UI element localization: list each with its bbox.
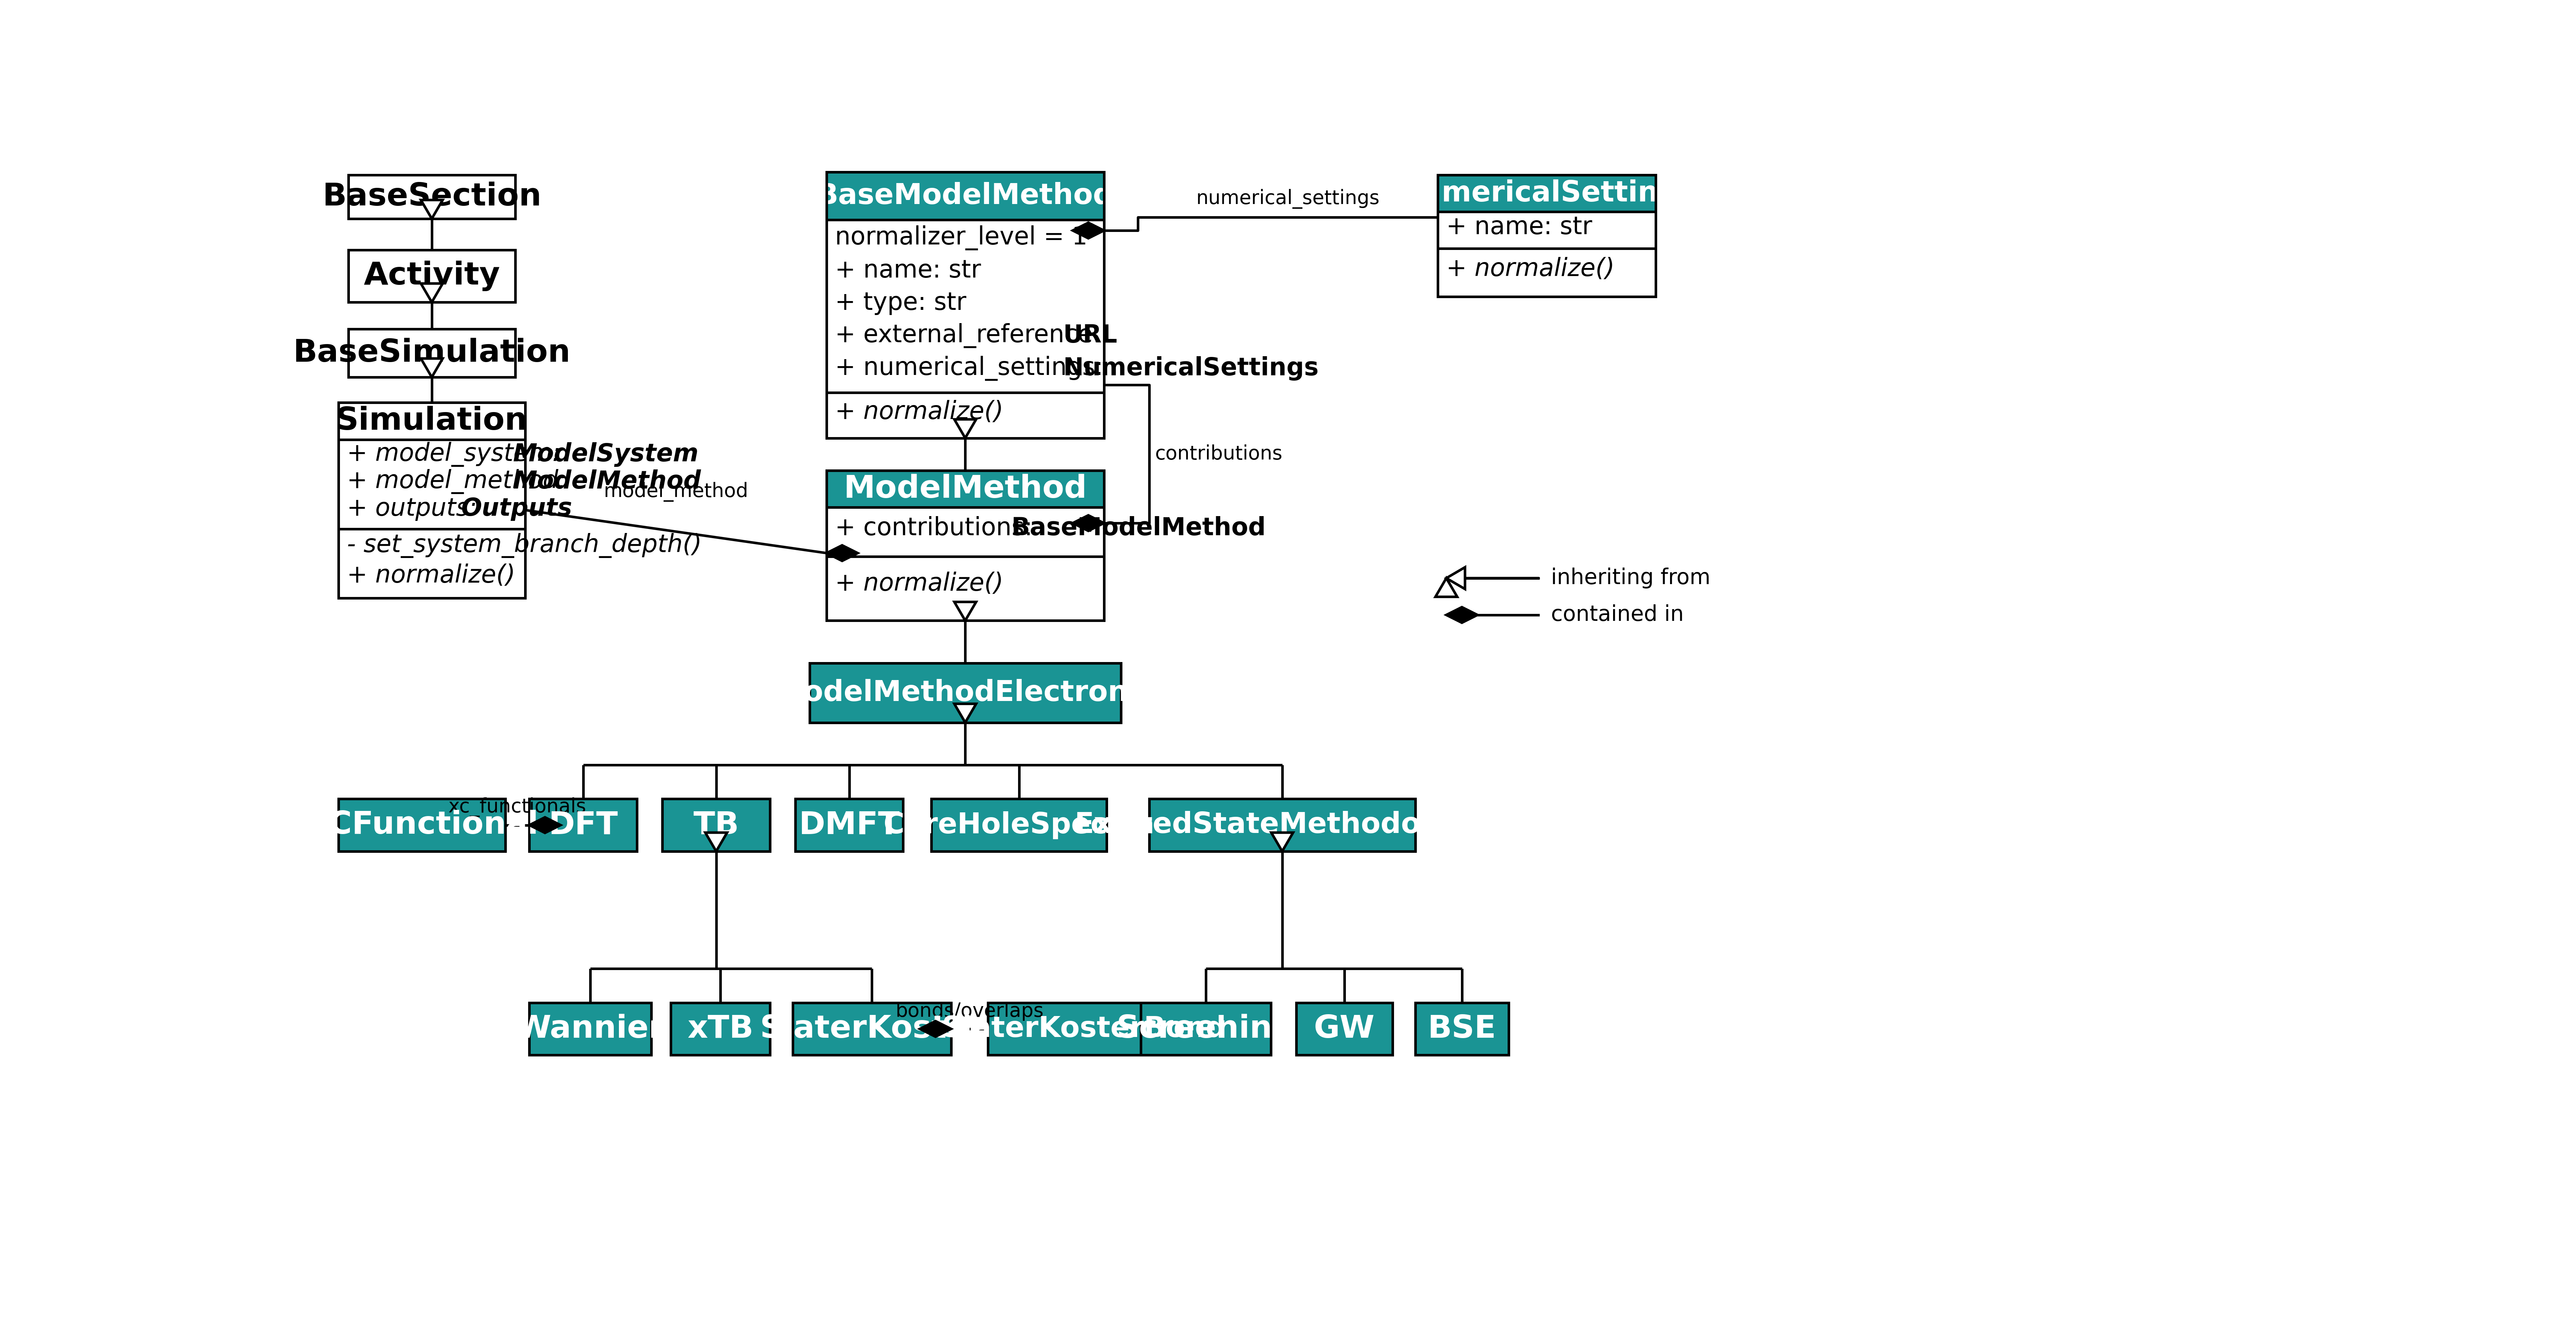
Text: + name: str: + name: str — [1445, 215, 1592, 239]
Text: xTB: xTB — [688, 1014, 752, 1044]
Polygon shape — [1072, 223, 1103, 239]
Polygon shape — [827, 545, 858, 561]
Text: + normalize(): + normalize() — [835, 399, 1002, 425]
Text: Screening: Screening — [1115, 1014, 1296, 1044]
Text: + model_system:: + model_system: — [348, 442, 569, 467]
Text: ExcitedStateMethodology: ExcitedStateMethodology — [1074, 811, 1489, 839]
Text: URL: URL — [1064, 324, 1118, 348]
Bar — [827, 556, 1103, 621]
Text: SlaterKosterBond: SlaterKosterBond — [943, 1015, 1226, 1043]
Polygon shape — [1435, 579, 1458, 597]
Text: GW: GW — [1314, 1014, 1376, 1044]
Text: + name: str: + name: str — [835, 259, 981, 283]
Bar — [1437, 211, 1656, 248]
Bar — [337, 439, 526, 529]
Bar — [1414, 1003, 1510, 1055]
Bar — [1141, 1003, 1270, 1055]
Bar — [827, 393, 1103, 438]
Bar — [1149, 799, 1414, 852]
Polygon shape — [1072, 515, 1103, 531]
Bar — [348, 329, 515, 377]
Text: BaseSection: BaseSection — [322, 182, 541, 212]
Bar — [930, 799, 1108, 852]
Bar — [827, 173, 1103, 438]
Polygon shape — [920, 1020, 951, 1036]
Text: + model_method:: + model_method: — [348, 468, 574, 494]
Text: numerical_settings: numerical_settings — [1195, 188, 1378, 208]
Text: - set_system_branch_depth(): - set_system_branch_depth() — [348, 533, 701, 557]
Bar — [827, 507, 1103, 556]
Bar — [796, 799, 902, 852]
Bar — [348, 175, 515, 219]
Bar — [337, 402, 526, 598]
Polygon shape — [706, 832, 726, 852]
Text: + outputs:: + outputs: — [348, 496, 484, 520]
Text: + type: str: + type: str — [835, 291, 966, 314]
Text: XCFunctional: XCFunctional — [307, 809, 538, 840]
Text: ModelMethod: ModelMethod — [513, 470, 701, 494]
Bar — [827, 471, 1103, 621]
Text: ModelSystem: ModelSystem — [513, 442, 698, 467]
Bar — [987, 1003, 1180, 1055]
Text: contained in: contained in — [1551, 605, 1685, 625]
Polygon shape — [420, 358, 443, 377]
Bar — [528, 799, 636, 852]
Bar — [1296, 1003, 1394, 1055]
Bar — [528, 1003, 652, 1055]
Text: NumericalSettings: NumericalSettings — [1399, 179, 1695, 207]
Bar — [809, 664, 1121, 722]
Text: DFT: DFT — [549, 809, 618, 840]
Text: BSE: BSE — [1427, 1014, 1497, 1044]
Bar — [793, 1003, 951, 1055]
Text: normalizer_level = 1: normalizer_level = 1 — [835, 226, 1087, 251]
Text: TB: TB — [693, 809, 739, 840]
Text: bonds/overlaps: bonds/overlaps — [896, 1002, 1043, 1020]
Text: + external_reference:: + external_reference: — [835, 324, 1108, 348]
Bar — [337, 799, 505, 852]
Bar — [662, 799, 770, 852]
Text: DMFT: DMFT — [799, 809, 899, 840]
Text: + normalize(): + normalize() — [1445, 256, 1615, 281]
Polygon shape — [420, 284, 443, 303]
Polygon shape — [1445, 567, 1466, 589]
Text: CoreHoleSpectra: CoreHoleSpectra — [884, 811, 1154, 839]
Polygon shape — [953, 419, 976, 438]
Text: inheriting from: inheriting from — [1551, 568, 1710, 589]
Text: + normalize(): + normalize() — [348, 563, 515, 588]
Polygon shape — [1270, 832, 1293, 852]
Bar — [337, 529, 526, 598]
Bar — [827, 471, 1103, 507]
Bar — [670, 1003, 770, 1055]
Polygon shape — [528, 817, 562, 833]
Polygon shape — [1445, 608, 1476, 622]
Text: contributions: contributions — [1154, 445, 1283, 463]
Text: ModelMethod: ModelMethod — [842, 474, 1087, 504]
Bar — [827, 220, 1103, 393]
Text: Outputs: Outputs — [461, 496, 572, 520]
Bar — [1437, 175, 1656, 211]
Text: + contributions:: + contributions: — [835, 516, 1041, 540]
Text: Simulation: Simulation — [335, 406, 528, 437]
Polygon shape — [953, 602, 976, 621]
Text: Wannier: Wannier — [515, 1014, 665, 1044]
Text: xc_functionals: xc_functionals — [448, 798, 587, 817]
Polygon shape — [953, 703, 976, 722]
Text: ModelMethodElectronic: ModelMethodElectronic — [775, 679, 1154, 707]
Text: + normalize(): + normalize() — [835, 572, 1002, 596]
Bar — [1437, 175, 1656, 296]
Bar — [827, 173, 1103, 220]
Polygon shape — [420, 200, 443, 219]
Text: + numerical_settings:: + numerical_settings: — [835, 356, 1110, 381]
Text: SlaterKoster: SlaterKoster — [760, 1014, 984, 1044]
Text: model_method: model_method — [603, 482, 747, 502]
Text: BaseModelMethod: BaseModelMethod — [1012, 516, 1265, 540]
Text: NumericalSettings: NumericalSettings — [1064, 356, 1319, 381]
Text: BaseSimulation: BaseSimulation — [294, 338, 569, 369]
Bar — [348, 249, 515, 303]
Bar — [337, 402, 526, 439]
Bar — [1437, 248, 1656, 296]
Text: BaseModelMethod: BaseModelMethod — [817, 182, 1113, 210]
Text: Activity: Activity — [363, 260, 500, 291]
